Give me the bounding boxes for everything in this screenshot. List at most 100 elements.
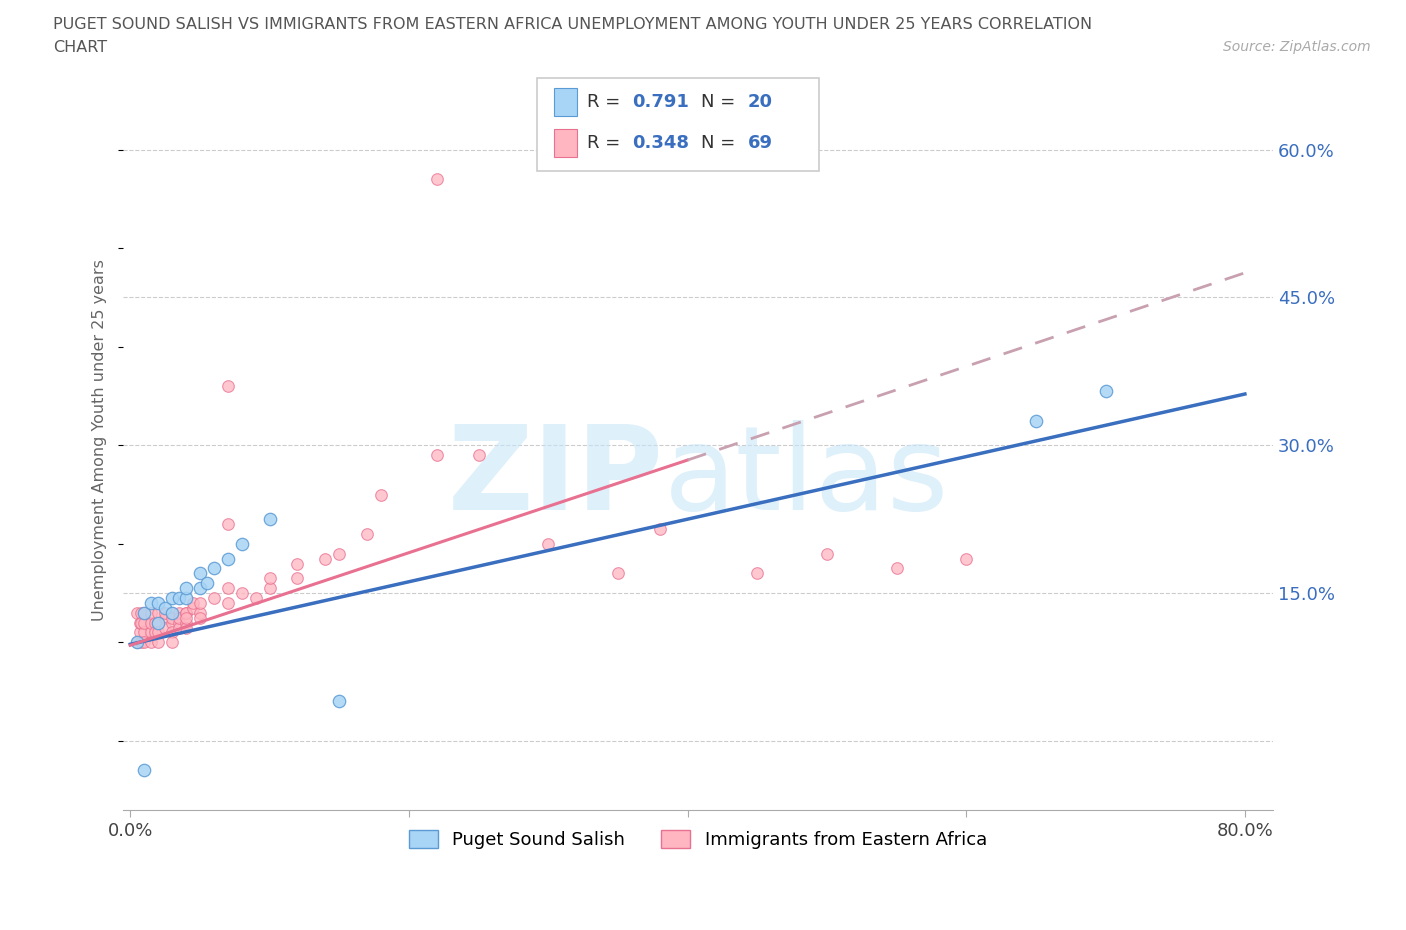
Point bbox=[174, 605, 197, 620]
Point bbox=[134, 763, 156, 777]
Point bbox=[328, 546, 350, 561]
Point bbox=[160, 605, 183, 620]
FancyBboxPatch shape bbox=[537, 78, 818, 170]
Point bbox=[131, 605, 153, 620]
Legend: Puget Sound Salish, Immigrants from Eastern Africa: Puget Sound Salish, Immigrants from East… bbox=[402, 823, 994, 857]
Text: atlas: atlas bbox=[664, 419, 949, 535]
Point bbox=[141, 635, 163, 650]
Point bbox=[217, 379, 239, 393]
Point bbox=[167, 591, 190, 605]
Point bbox=[314, 551, 336, 566]
Point bbox=[217, 517, 239, 532]
Point bbox=[217, 580, 239, 595]
Point bbox=[174, 605, 197, 620]
Point bbox=[188, 566, 211, 581]
Point bbox=[134, 605, 156, 620]
Point bbox=[131, 635, 153, 650]
Point bbox=[217, 551, 239, 566]
Text: R =: R = bbox=[586, 93, 626, 111]
Point bbox=[467, 447, 489, 462]
Point bbox=[287, 556, 309, 571]
Point bbox=[160, 591, 183, 605]
Point bbox=[160, 610, 183, 625]
Point bbox=[134, 625, 156, 640]
Point bbox=[146, 625, 169, 640]
Text: 69: 69 bbox=[748, 134, 772, 152]
Point bbox=[129, 616, 152, 631]
Point bbox=[426, 447, 449, 462]
Point bbox=[426, 172, 449, 187]
Point bbox=[174, 580, 197, 595]
Point bbox=[955, 551, 977, 566]
Point bbox=[606, 566, 628, 581]
Point bbox=[141, 605, 163, 620]
Point bbox=[160, 625, 183, 640]
Text: 0.791: 0.791 bbox=[633, 93, 689, 111]
Point bbox=[167, 620, 190, 635]
Point bbox=[356, 526, 378, 541]
Point bbox=[886, 561, 908, 576]
Point bbox=[127, 635, 149, 650]
Point bbox=[143, 625, 166, 640]
Point bbox=[181, 595, 204, 610]
Point bbox=[217, 595, 239, 610]
Point bbox=[146, 595, 169, 610]
Text: N =: N = bbox=[702, 93, 741, 111]
Text: CHART: CHART bbox=[53, 40, 107, 55]
Point bbox=[202, 561, 225, 576]
Point bbox=[127, 605, 149, 620]
Text: R =: R = bbox=[586, 134, 626, 152]
Point bbox=[1094, 383, 1116, 398]
Point bbox=[174, 616, 197, 631]
Point bbox=[146, 635, 169, 650]
Point bbox=[328, 694, 350, 709]
Point bbox=[174, 610, 197, 625]
Point bbox=[160, 635, 183, 650]
Point bbox=[245, 591, 267, 605]
Point bbox=[259, 571, 281, 586]
Point bbox=[160, 605, 183, 620]
Text: 0.348: 0.348 bbox=[633, 134, 689, 152]
Point bbox=[160, 616, 183, 631]
Point bbox=[141, 616, 163, 631]
Point bbox=[134, 616, 156, 631]
Point bbox=[1025, 413, 1047, 428]
Point bbox=[188, 605, 211, 620]
Point bbox=[143, 616, 166, 631]
Point bbox=[146, 616, 169, 631]
Point bbox=[127, 635, 149, 650]
Point bbox=[259, 512, 281, 526]
Point bbox=[153, 620, 176, 635]
Point bbox=[188, 580, 211, 595]
Point bbox=[167, 616, 190, 631]
Point bbox=[167, 605, 190, 620]
Point bbox=[747, 566, 769, 581]
Text: 20: 20 bbox=[748, 93, 772, 111]
Point bbox=[146, 616, 169, 631]
Point bbox=[231, 586, 253, 601]
Point bbox=[181, 601, 204, 616]
Point bbox=[129, 625, 152, 640]
Point bbox=[141, 595, 163, 610]
Point bbox=[815, 546, 838, 561]
Point bbox=[167, 610, 190, 625]
Point bbox=[202, 591, 225, 605]
Point bbox=[370, 487, 392, 502]
Point bbox=[174, 620, 197, 635]
Point bbox=[231, 537, 253, 551]
Text: Source: ZipAtlas.com: Source: ZipAtlas.com bbox=[1223, 40, 1371, 54]
Point bbox=[153, 610, 176, 625]
Point bbox=[131, 616, 153, 631]
Point bbox=[141, 625, 163, 640]
Point bbox=[195, 576, 218, 591]
Point bbox=[188, 610, 211, 625]
Text: ZIP: ZIP bbox=[447, 419, 664, 535]
Point bbox=[153, 605, 176, 620]
Text: PUGET SOUND SALISH VS IMMIGRANTS FROM EASTERN AFRICA UNEMPLOYMENT AMONG YOUTH UN: PUGET SOUND SALISH VS IMMIGRANTS FROM EA… bbox=[53, 17, 1092, 32]
Point bbox=[648, 522, 671, 537]
Point bbox=[146, 616, 169, 631]
Point bbox=[259, 580, 281, 595]
Text: N =: N = bbox=[702, 134, 741, 152]
Bar bbox=[554, 128, 578, 156]
Point bbox=[153, 601, 176, 616]
